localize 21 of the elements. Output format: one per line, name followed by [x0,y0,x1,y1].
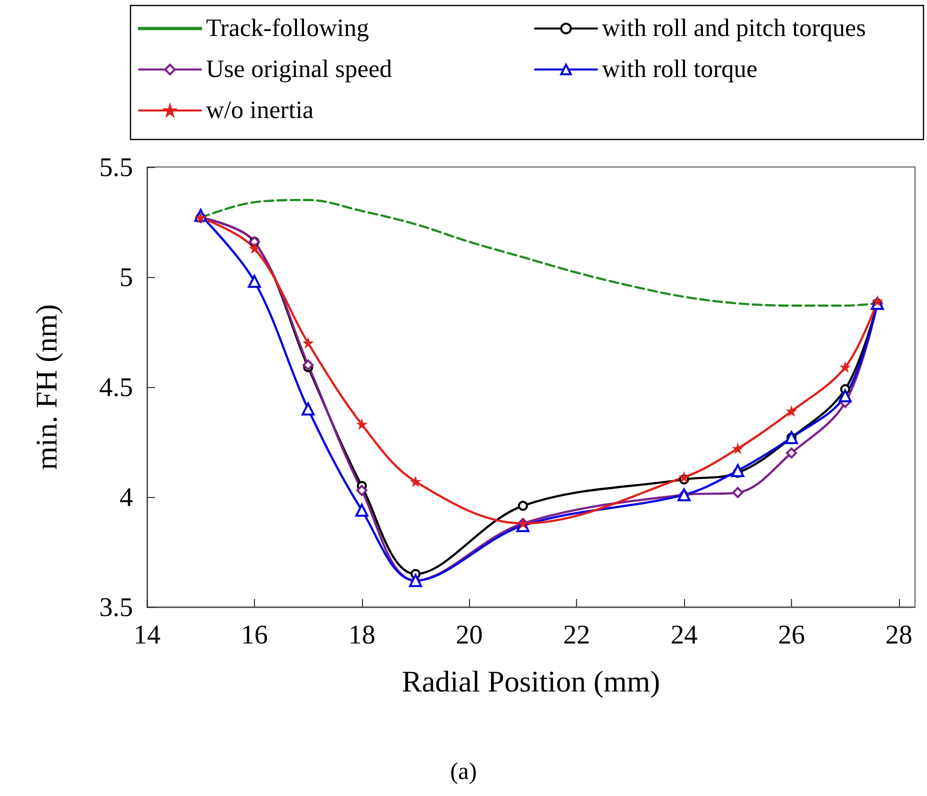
y-tick-label: 5 [120,262,133,292]
legend-label: Track-following [206,15,370,42]
y-tick-label: 5.5 [99,152,133,182]
legend-label: with roll and pitch torques [602,15,866,42]
x-tick-label: 24 [670,620,698,650]
x-tick-label: 20 [456,620,483,650]
legend-label: w/o inertia [206,97,314,124]
x-tick-label: 18 [348,620,376,650]
x-tick-label: 28 [885,620,912,650]
legend-label: Use original speed [206,56,393,83]
x-axis-title: Radial Position (mm) [402,666,660,698]
y-tick-label: 4 [120,482,134,512]
y-tick-label: 4.5 [99,372,133,402]
x-tick-label: 16 [240,620,268,650]
text: (a) [450,759,477,785]
y-axis-title: min. FH (nm) [30,304,64,470]
x-tick-label: 22 [563,620,590,650]
legend-label: with roll torque [602,56,758,83]
x-tick-label: 26 [778,620,805,650]
y-tick-label: 3.5 [99,592,133,622]
x-tick-label: 14 [134,620,161,650]
